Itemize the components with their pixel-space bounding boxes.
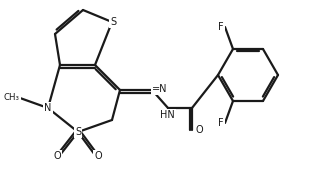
Text: F: F — [218, 22, 224, 32]
Text: =N: =N — [152, 84, 167, 94]
Text: O: O — [53, 151, 61, 161]
Text: F: F — [218, 118, 224, 128]
Text: S: S — [110, 17, 116, 27]
Text: O: O — [195, 125, 203, 135]
Text: N: N — [44, 103, 52, 113]
Text: S: S — [75, 127, 81, 137]
Text: O: O — [94, 151, 102, 161]
Text: HN: HN — [160, 110, 174, 120]
Text: CH₃: CH₃ — [4, 94, 20, 102]
